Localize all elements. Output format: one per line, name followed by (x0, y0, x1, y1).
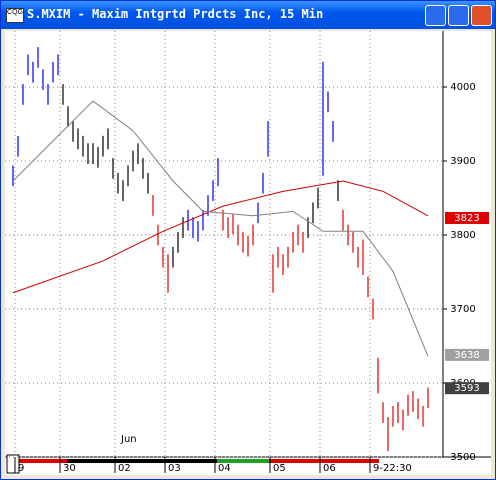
x-tick-label: 03 (168, 463, 181, 474)
x-tick-label: 04 (218, 463, 231, 474)
corner-box (6, 454, 20, 474)
month-label: Jun (120, 434, 137, 445)
y-tick-label: 3800 (450, 230, 475, 241)
maximize-button[interactable] (448, 5, 469, 26)
price-tag-label: 3823 (454, 213, 479, 224)
session-strip (217, 459, 269, 463)
y-tick-label: 3700 (450, 304, 475, 315)
chart: Jun 350036003700380039004000930020304050… (5, 31, 491, 475)
x-tick-label: 06 (323, 463, 336, 474)
close-button[interactable] (471, 5, 492, 26)
moving-average (12, 180, 429, 294)
x-tick-label: 9 (18, 463, 24, 474)
minimize-button[interactable] (425, 5, 446, 26)
window-title: S.MXIM - Maxim Intgrtd Prdcts Inc, 15 Mi… (27, 7, 324, 21)
x-tick-label: 02 (118, 463, 131, 474)
y-tick-label: 4000 (450, 82, 475, 93)
x-tick-label: 30 (63, 463, 76, 474)
x-tick-label: 05 (273, 463, 286, 474)
price-tag (445, 348, 489, 361)
session-strip (19, 459, 67, 463)
x-tick-label: 9-22:30 (373, 463, 412, 474)
moving-average (12, 100, 429, 357)
price-tag-label: 3638 (454, 350, 479, 361)
price-tag (445, 382, 489, 395)
y-tick-label: 3900 (450, 156, 475, 167)
session-strip (269, 459, 379, 463)
app-icon: CQG (6, 8, 24, 23)
y-tick-label: 3500 (450, 452, 475, 463)
price-tag (445, 211, 489, 224)
session-strip (67, 459, 217, 463)
title-bar: CQG S.MXIM - Maxim Intgrtd Prdcts Inc, 1… (1, 1, 495, 29)
price-tag-label: 3593 (454, 383, 479, 394)
